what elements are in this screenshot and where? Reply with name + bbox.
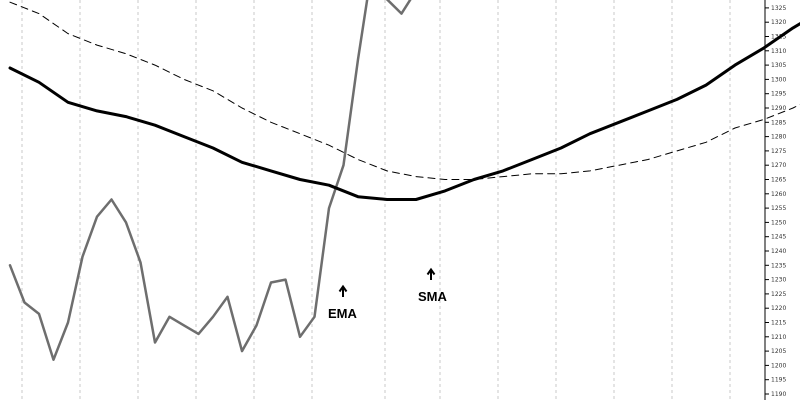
y-tick-label: 1250 [771, 219, 786, 226]
y-tick-label: 1320 [771, 19, 786, 26]
y-tick-label: 1235 [771, 262, 786, 269]
vertical-gridlines [21, 0, 731, 400]
y-tick-label: 1205 [771, 348, 786, 355]
y-tick-label: 1280 [771, 134, 786, 141]
y-tick-label: 1275 [771, 148, 786, 155]
sma-annotation-arrow [426, 267, 436, 280]
sma-series-line [9, 1, 800, 180]
y-tick-label: 1265 [771, 177, 786, 184]
y-tick-label: 1215 [771, 320, 786, 327]
y-tick-label: 1210 [771, 334, 786, 341]
y-tick-label: 1295 [771, 91, 786, 98]
y-tick-label: 1300 [771, 76, 786, 83]
y-axis-ticks: 1190 1195 1200 1205 1210 1215 1220 1225 1230 1235… [765, 5, 786, 398]
y-tick-label: 1310 [771, 48, 786, 55]
y-tick-label: 1285 [771, 119, 786, 126]
y-tick-label: 1220 [771, 305, 786, 312]
y-tick-label: 1260 [771, 191, 786, 198]
price-series-line [8, 0, 412, 361]
sma-annotation-label: SMA [418, 289, 448, 304]
y-tick-label: 1270 [771, 162, 786, 169]
ema-annotation-label: EMA [328, 306, 358, 321]
y-tick-label: 1290 [771, 105, 786, 112]
annotation-layer: EMA SMA [328, 267, 448, 321]
y-tick-label: 1240 [771, 248, 786, 255]
y-tick-label: 1195 [771, 377, 786, 384]
y-tick-label: 1305 [771, 62, 786, 69]
y-tick-label: 1225 [771, 291, 786, 298]
y-tick-label: 1245 [771, 234, 786, 241]
series-layer [8, 0, 800, 361]
ema-annotation-arrow [338, 284, 348, 297]
y-tick-label: 1230 [771, 277, 786, 284]
y-tick-label: 1190 [771, 391, 786, 398]
y-tick-label: 1325 [771, 5, 786, 12]
y-tick-label: 1255 [771, 205, 786, 212]
ema-series-line [8, 22, 800, 201]
y-tick-label: 1200 [771, 362, 786, 369]
